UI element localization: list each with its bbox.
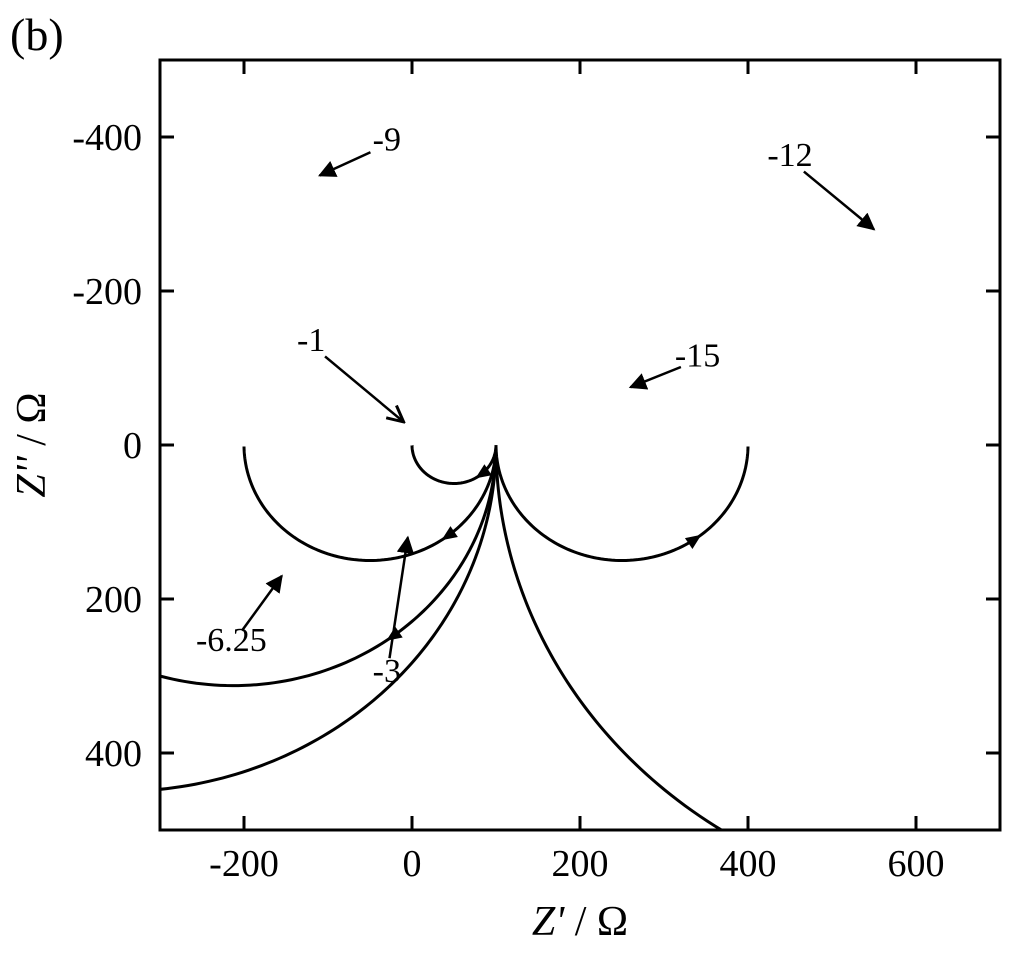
curve-m1 [412, 445, 496, 483]
y-tick-label: -400 [72, 117, 142, 159]
nyquist-plot: (b) -200 0 200 400 600 -400 -200 0 200 400 Z' / Ω Z… [0, 0, 1023, 962]
y-axis-label: Z'' / Ω [9, 392, 55, 497]
y-tick-label: 200 [85, 579, 142, 621]
x-tick-label: 600 [888, 843, 945, 885]
curve-m15 [496, 445, 748, 560]
annotation-arrow [630, 367, 680, 387]
annotation-label: -6.25 [196, 622, 267, 659]
panel-label: (b) [10, 9, 64, 60]
annotation-label: -3 [373, 653, 401, 690]
y-tick-label: -200 [72, 271, 142, 313]
x-axis-label: Z' / Ω [532, 899, 628, 945]
y-tick-label: 400 [85, 733, 142, 775]
annotation-label: -12 [767, 137, 812, 174]
annotation-arrow [325, 356, 404, 421]
x-tick-label: -200 [209, 843, 279, 885]
annotation-label: -9 [373, 122, 401, 159]
curves [0, 445, 1023, 907]
curve-m9 [0, 446, 496, 791]
x-tick-label: 0 [403, 843, 422, 885]
plot-area: -200 0 200 400 600 -400 -200 0 200 400 Z' / Ω Z'' /… [0, 60, 1023, 945]
axis-box [160, 60, 1000, 830]
annotation-arrow [320, 152, 371, 175]
curve-m3 [244, 445, 496, 560]
annotation-label: -1 [297, 322, 325, 359]
curve-m12 [496, 446, 1023, 907]
annotation-arrow [389, 537, 407, 658]
annotation-arrow [804, 172, 874, 230]
x-tick-label: 400 [720, 843, 777, 885]
x-tick-label: 200 [552, 843, 609, 885]
annotation-label: -15 [675, 337, 720, 374]
y-tick-label: 0 [123, 425, 142, 467]
